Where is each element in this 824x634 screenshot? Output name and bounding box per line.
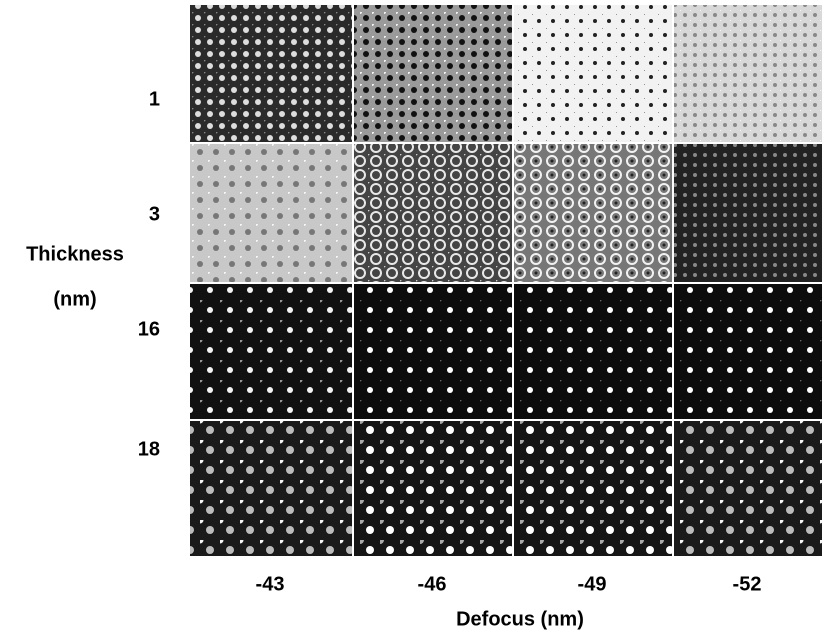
simulated-image: [354, 284, 512, 419]
simulated-image: [354, 144, 512, 282]
x-axis-title: Defocus (nm): [456, 608, 584, 630]
simulated-image: [674, 421, 822, 556]
simulated-image: [514, 284, 672, 419]
row-label: 1: [149, 88, 160, 110]
simulated-image: [354, 5, 512, 142]
row-label: 18: [138, 438, 160, 460]
simulated-image: [190, 144, 352, 282]
y-axis-title: Thickness: [26, 243, 124, 265]
simulated-image: [354, 421, 512, 556]
simulated-image: [514, 5, 672, 142]
simulated-image: [674, 5, 822, 142]
column-label: -52: [733, 573, 762, 595]
image-grid: [190, 5, 822, 556]
simulated-image: [190, 284, 352, 419]
simulated-image: [190, 421, 352, 556]
row-label: 16: [138, 318, 160, 340]
simulated-image: [190, 5, 352, 142]
column-label: -43: [256, 573, 285, 595]
simulated-image: [514, 144, 672, 282]
column-label: -46: [418, 573, 447, 595]
row-label: 3: [149, 203, 160, 225]
simulated-image: [674, 284, 822, 419]
y-axis-title: (nm): [53, 288, 96, 310]
column-label: -49: [578, 573, 607, 595]
simulated-image: [674, 144, 822, 282]
simulated-image: [514, 421, 672, 556]
